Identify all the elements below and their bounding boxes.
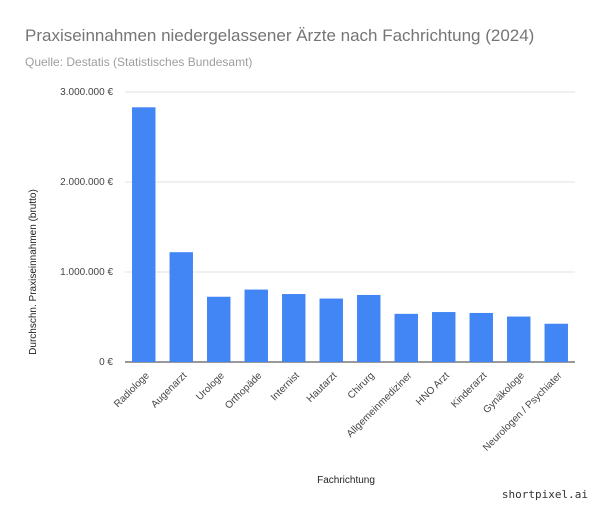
y-tick-label: 3.000.000 € <box>60 87 113 98</box>
x-tick-label: Radiologe <box>112 370 152 410</box>
y-tick-label: 0 € <box>99 357 113 368</box>
x-tick-label: Kinderarzt <box>449 370 489 410</box>
x-tick-label: HNO Arzt <box>414 370 452 408</box>
bar-1 <box>169 252 193 362</box>
x-tick-label: Chirurg <box>346 370 377 401</box>
bar-5 <box>319 298 343 362</box>
bar-6 <box>357 294 381 362</box>
bar-9 <box>469 312 493 362</box>
x-tick-label: Augenarzt <box>149 370 189 410</box>
bar-3 <box>244 289 268 362</box>
chart-subtitle: Quelle: Destatis (Statistisches Bundesam… <box>25 55 253 69</box>
y-tick-label: 2.000.000 € <box>60 177 113 188</box>
y-axis-title: Durchschn. Praxiseinnahmen (brutto) <box>28 189 39 355</box>
y-axis-ticks: 0 € 1.000.000 € 2.000.000 € 3.000.000 € <box>60 87 113 368</box>
x-tick-label: Neurologen / Psychiater <box>481 370 565 454</box>
gridlines <box>125 91 575 363</box>
bar-4 <box>282 294 306 362</box>
bar-7 <box>394 313 418 362</box>
bar-8 <box>432 312 456 362</box>
bar-11 <box>544 323 568 362</box>
bars <box>132 107 568 362</box>
x-tick-label: Hautarzt <box>305 370 340 405</box>
x-tick-label: Urologe <box>194 370 227 403</box>
bar-10 <box>507 316 531 362</box>
x-tick-label: Orthopäde <box>223 370 265 412</box>
x-tick-label: Allgemeinmediziner <box>345 370 415 440</box>
bar-0 <box>132 107 156 362</box>
x-axis-title: Fachrichtung <box>317 475 375 486</box>
watermark: shortpixel.ai <box>501 488 588 501</box>
y-tick-label: 1.000.000 € <box>60 267 113 278</box>
chart-title: Praxiseinnahmen niedergelassener Ärzte n… <box>25 26 535 45</box>
x-tick-label: Internist <box>269 370 302 403</box>
bar-2 <box>207 296 231 362</box>
